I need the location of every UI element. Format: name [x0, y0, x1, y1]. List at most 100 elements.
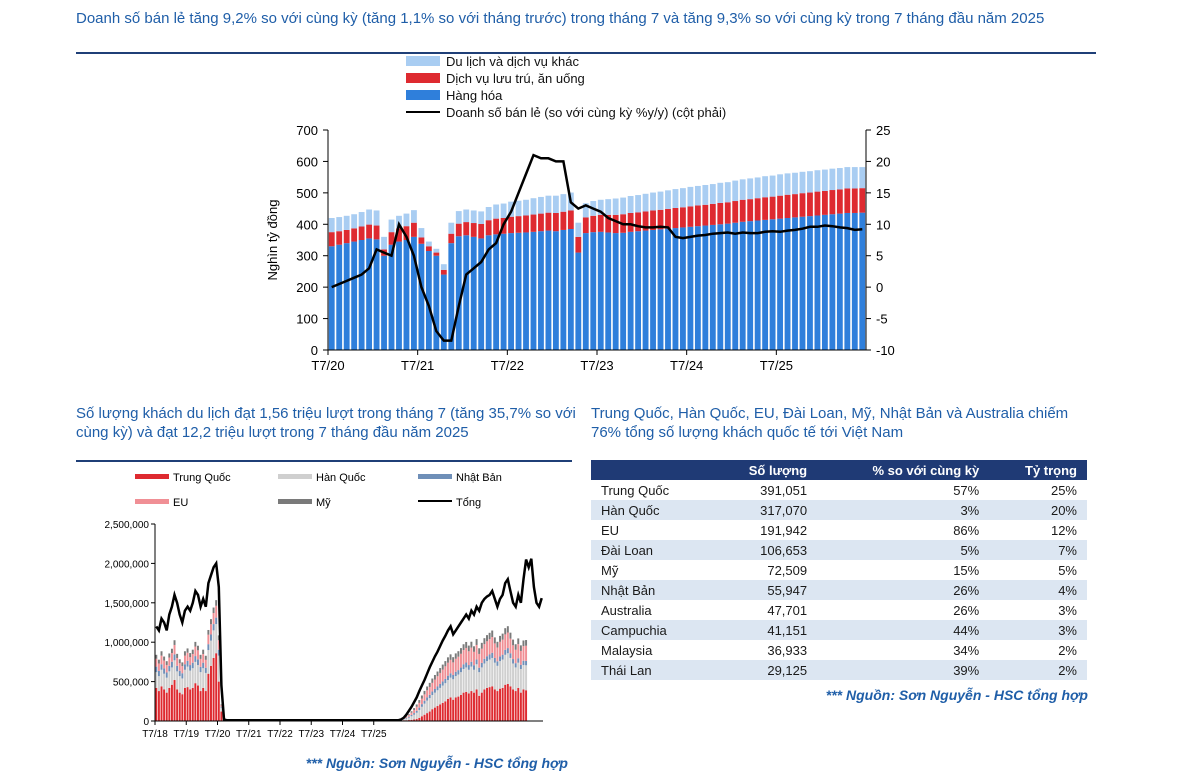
bar-lodging	[844, 188, 851, 213]
bar-china	[189, 689, 192, 721]
bar-travel	[665, 190, 671, 209]
x-tick-label: T7/25	[760, 358, 793, 373]
bar-eu	[504, 634, 507, 650]
bar-lodging	[448, 233, 455, 244]
x-tick-label: T7/25	[361, 729, 387, 740]
total-arrivals-line	[155, 558, 543, 722]
table-cell: 191,942	[760, 522, 808, 538]
bar-eu	[467, 651, 470, 666]
bar-eu	[452, 662, 455, 675]
bar-lodging	[687, 206, 694, 227]
bar-us	[509, 632, 512, 639]
bar-travel	[844, 167, 851, 189]
bar-goods	[680, 227, 686, 350]
bar-us	[217, 635, 220, 641]
bar-china	[160, 686, 163, 721]
bar-japan	[514, 663, 517, 668]
bar-japan	[405, 718, 408, 719]
table-header-row: Số lượng% so với cùng kỳ Tỷ trọng	[591, 460, 1087, 480]
bar-china	[207, 673, 210, 721]
bar-lodging	[821, 190, 828, 215]
bar-china	[178, 692, 181, 721]
bar-travel	[814, 170, 821, 192]
bar-travel	[777, 174, 783, 196]
x-tick-label: T7/23	[298, 729, 324, 740]
bar-goods	[605, 232, 612, 350]
bar-us	[486, 635, 488, 642]
bar-japan	[488, 654, 491, 660]
x-tick-label: T7/24	[330, 729, 356, 740]
bar-goods	[650, 229, 656, 350]
bar-korea	[462, 668, 465, 693]
bar-travel	[552, 195, 559, 213]
bar-korea	[452, 679, 455, 700]
bar-us	[506, 626, 509, 633]
bar-china	[475, 689, 478, 721]
bar-lodging	[829, 190, 836, 215]
bar-lodging	[403, 226, 410, 240]
table-cell: EU	[601, 522, 620, 538]
y-tick-label: 0	[311, 343, 318, 358]
bar-eu	[170, 653, 173, 662]
bar-goods	[844, 212, 851, 350]
table-cell: Đài Loan	[591, 540, 711, 560]
bar-goods	[777, 218, 783, 350]
bar-lodging	[724, 202, 731, 224]
y2-tick-label: 5	[876, 249, 883, 264]
bar-lodging	[762, 197, 769, 220]
table-cell: Malaysia	[601, 642, 653, 658]
bar-goods	[642, 230, 649, 350]
bar-korea	[168, 671, 171, 688]
table-cell: 317,070	[710, 500, 818, 520]
bar-us	[473, 646, 475, 652]
bar-china	[163, 689, 166, 721]
bar-goods	[694, 226, 701, 350]
y-tick-label: 100	[296, 312, 318, 327]
bar-korea	[433, 692, 436, 708]
bar-travel	[784, 173, 791, 195]
y2-tick-label: 0	[876, 280, 883, 295]
bar-japan	[186, 660, 189, 667]
bar-eu	[183, 655, 186, 665]
bar-goods	[799, 216, 806, 350]
bar-us	[519, 645, 522, 651]
bar-us	[431, 678, 434, 683]
bar-us	[459, 648, 462, 654]
bar-china	[157, 691, 160, 721]
bar-travel	[859, 167, 866, 189]
table-row: EU 191,942 86% 12%	[591, 520, 1087, 540]
bar-us	[426, 686, 429, 691]
bar-travel	[724, 182, 731, 203]
bar-lodging	[336, 231, 343, 245]
bar-travel	[545, 195, 552, 213]
y-axis-label: Nghìn tỷ đồng	[265, 200, 280, 281]
bar-china	[186, 687, 189, 721]
bar-korea	[170, 667, 173, 685]
bar-korea	[436, 690, 439, 707]
bar-us	[181, 662, 184, 667]
bar-goods	[418, 243, 425, 350]
table-cell: 86%	[953, 522, 980, 538]
bar-korea	[522, 665, 525, 690]
bar-japan	[431, 691, 434, 695]
bar-eu	[157, 663, 160, 671]
bar-japan	[462, 664, 465, 669]
bar-japan	[181, 673, 184, 679]
bar-travel	[717, 182, 724, 203]
bar-us	[220, 704, 223, 706]
bar-eu	[483, 644, 486, 659]
bar-us	[496, 641, 499, 648]
bar-goods	[657, 229, 664, 350]
y-tick-label: 400	[296, 217, 318, 232]
bar-china	[467, 693, 470, 721]
bar-travel	[403, 213, 410, 227]
table-row: Trung Quốc 391,051 57% 25%	[591, 480, 1087, 500]
bar-goods	[754, 220, 761, 350]
bar-goods	[702, 225, 709, 350]
bar-travel	[597, 199, 604, 215]
bar-eu	[186, 652, 189, 661]
bar-goods	[635, 231, 642, 350]
legend-label: Du lịch và dịch vụ khác	[446, 54, 579, 69]
bar-goods	[724, 223, 731, 350]
bar-japan	[155, 666, 158, 673]
